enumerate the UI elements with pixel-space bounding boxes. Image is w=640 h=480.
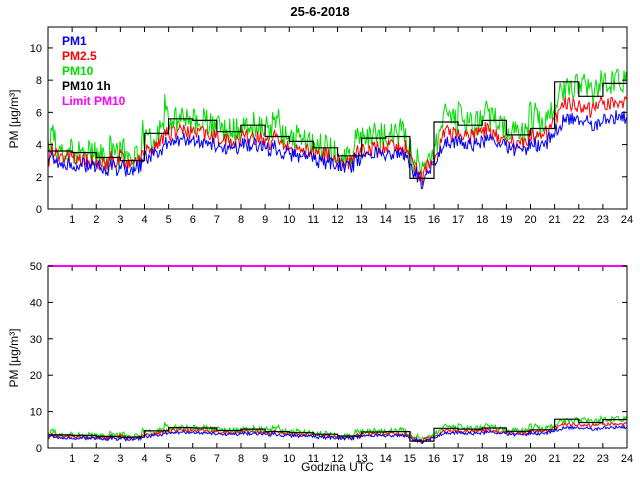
- x-tick-label: 16: [428, 453, 440, 465]
- x-tick-label: 16: [428, 214, 440, 226]
- x-tick-label: 13: [356, 453, 368, 465]
- x-tick-label: 13: [356, 214, 368, 226]
- x-tick-label: 21: [549, 453, 561, 465]
- y-tick-label: 2: [36, 172, 42, 184]
- y-tick-label: 0: [36, 443, 42, 455]
- y-tick-label: 4: [36, 140, 42, 152]
- x-tick-label: 17: [452, 453, 464, 465]
- legend-item-pm10: PM10: [62, 64, 94, 78]
- x-tick-label: 21: [549, 214, 561, 226]
- x-tick-label: 17: [452, 214, 464, 226]
- x-tick-label: 22: [573, 214, 585, 226]
- x-tick-label: 2: [93, 214, 99, 226]
- x-tick-label: 9: [262, 453, 268, 465]
- series-step-pm10-1h: [48, 81, 627, 179]
- x-tick-label: 24: [621, 453, 633, 465]
- x-tick-label: 8: [238, 214, 244, 226]
- y-tick-label: 50: [30, 261, 42, 273]
- y-tick-label: 20: [30, 370, 42, 382]
- axes-box: [47, 26, 628, 210]
- x-tick-label: 18: [476, 214, 488, 226]
- legend-item-pm2-5: PM2.5: [62, 49, 97, 63]
- y-tick-label: 30: [30, 334, 42, 346]
- x-tick-label: 1: [69, 214, 75, 226]
- legend: PM1 PM2.5 PM10 PM10 1h Limit PM10: [62, 34, 125, 109]
- x-tick-label: 22: [573, 453, 585, 465]
- x-tick-label: 14: [380, 453, 392, 465]
- x-tick-label: 12: [331, 453, 343, 465]
- x-tick-label: 12: [331, 214, 343, 226]
- legend-item-pm1: PM1: [62, 34, 87, 48]
- x-tick-label: 14: [380, 214, 392, 226]
- y-tick-label: 6: [36, 107, 42, 119]
- legend-item-limit-pm10: Limit PM10: [62, 94, 126, 108]
- y-tick-label: 40: [30, 297, 42, 309]
- x-tick-label: 3: [117, 214, 123, 226]
- x-tick-label: 6: [190, 453, 196, 465]
- x-tick-label: 10: [283, 214, 295, 226]
- x-axis-label: Godzina UTC: [301, 460, 374, 474]
- x-tick-label: 19: [500, 453, 512, 465]
- series-line-pm2-5: [48, 95, 627, 186]
- x-tick-label: 2: [93, 453, 99, 465]
- x-tick-label: 20: [524, 214, 536, 226]
- x-tick-label: 23: [597, 453, 609, 465]
- x-tick-label: 19: [500, 214, 512, 226]
- y-tick-label: 8: [36, 75, 42, 87]
- x-tick-label: 3: [117, 453, 123, 465]
- x-tick-label: 18: [476, 453, 488, 465]
- x-tick-label: 20: [524, 453, 536, 465]
- x-tick-label: 8: [238, 453, 244, 465]
- x-tick-label: 4: [141, 214, 147, 226]
- x-tick-label: 15: [404, 453, 416, 465]
- y-tick-label: 10: [30, 407, 42, 419]
- x-tick-label: 7: [214, 453, 220, 465]
- subplot-top-lines: [48, 68, 627, 190]
- x-tick-label: 4: [141, 453, 147, 465]
- axes-box: [47, 265, 628, 449]
- x-tick-label: 9: [262, 214, 268, 226]
- x-tick-label: 23: [597, 214, 609, 226]
- series-step-pm10-1h: [48, 418, 627, 442]
- x-tick-label: 11: [308, 214, 319, 226]
- y-tick-label: 0: [36, 204, 42, 216]
- legend-item-pm10-1h: PM10 1h: [62, 79, 111, 93]
- x-tick-label: 1: [69, 453, 75, 465]
- chart-title: 25-6-2018: [290, 4, 350, 19]
- x-tick-label: 7: [214, 214, 220, 226]
- x-tick-label: 10: [283, 453, 295, 465]
- subplot-bottom-lines: [48, 414, 627, 445]
- x-tick-label: 5: [166, 453, 172, 465]
- x-tick-label: 6: [190, 214, 196, 226]
- y-tick-label: 10: [30, 43, 42, 55]
- x-tick-label: 15: [404, 214, 416, 226]
- x-tick-label: 5: [166, 214, 172, 226]
- x-tick-label: 24: [621, 214, 633, 226]
- x-tick-label: 11: [308, 453, 319, 465]
